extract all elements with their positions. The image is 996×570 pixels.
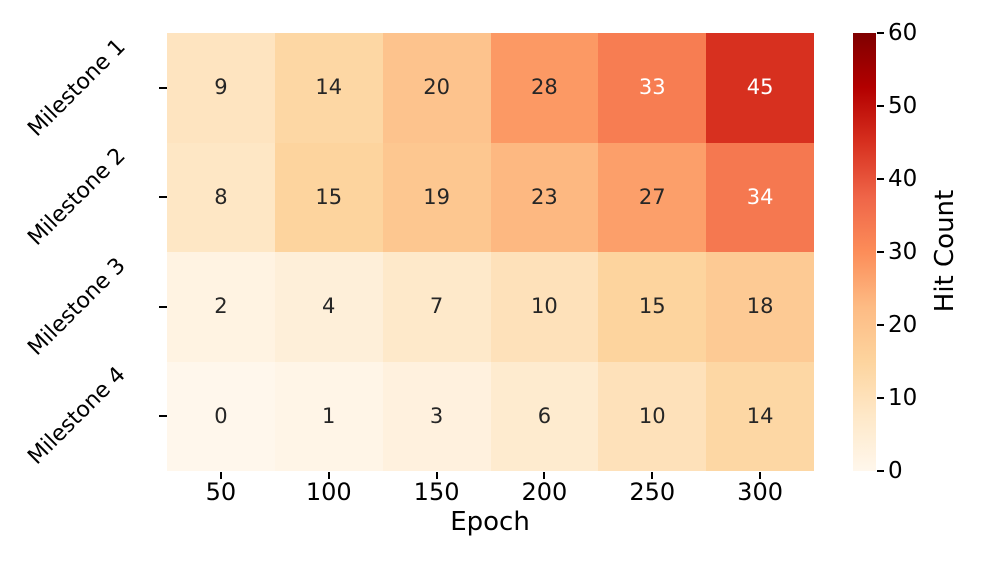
x-tick-label: 100 <box>305 478 352 506</box>
axis-tick-mark <box>877 105 884 107</box>
heatmap-cell: 8 <box>167 142 275 252</box>
axis-tick-mark <box>159 305 167 308</box>
axis-tick-mark <box>159 196 167 199</box>
cell-value: 15 <box>315 184 343 209</box>
colorbar-tick-label: 60 <box>888 20 918 46</box>
colorbar-tick-label: 50 <box>888 93 918 119</box>
axis-tick-mark <box>877 251 884 253</box>
heatmap-cell: 45 <box>706 33 814 143</box>
heatmap-cell: 27 <box>598 142 707 252</box>
cell-value: 7 <box>429 294 444 319</box>
heatmap-cell: 6 <box>490 361 599 471</box>
colorbar-tick-label: 10 <box>888 385 918 411</box>
axis-tick-mark <box>877 397 884 399</box>
axis-tick-mark <box>159 86 167 89</box>
axis-tick-mark <box>877 324 884 326</box>
cell-value: 45 <box>746 75 774 100</box>
axis-tick-mark <box>219 472 222 479</box>
axis-tick-mark <box>877 178 884 180</box>
y-tick-label: Milestone 3 <box>23 253 131 361</box>
axis-tick-mark <box>543 472 546 479</box>
colorbar-title: Hit Count <box>930 189 960 313</box>
cell-value: 14 <box>746 403 774 428</box>
cell-value: 10 <box>638 403 666 428</box>
axis-tick-mark <box>759 472 762 479</box>
cell-value: 18 <box>746 294 774 319</box>
heatmap-cell: 18 <box>706 252 814 362</box>
heatmap-cell: 15 <box>598 252 707 362</box>
cell-value: 8 <box>214 184 228 209</box>
cell-value: 0 <box>214 403 228 428</box>
heatmap-cell: 14 <box>706 361 814 471</box>
x-tick-label: 150 <box>413 478 460 506</box>
axis-tick-mark <box>877 470 884 472</box>
heatmap-cell: 7 <box>382 252 491 362</box>
heatmap-cell: 15 <box>274 142 383 252</box>
x-tick-label: 300 <box>737 478 783 506</box>
heatmap-cell: 4 <box>274 252 383 362</box>
x-tick-label: 50 <box>205 478 237 506</box>
cell-value: 9 <box>214 75 228 100</box>
heatmap-cell: 23 <box>490 142 599 252</box>
heatmap-cell: 20 <box>382 33 491 143</box>
cell-value: 14 <box>315 75 343 100</box>
cell-value: 3 <box>429 403 444 428</box>
axis-tick-mark <box>159 415 167 418</box>
cell-value: 15 <box>638 294 666 319</box>
cell-value: 20 <box>423 75 450 100</box>
cell-value: 23 <box>531 184 558 209</box>
heatmap-cell: 2 <box>167 252 275 362</box>
colorbar-tick-label: 0 <box>888 458 903 484</box>
x-tick-label: 200 <box>521 478 568 506</box>
axis-tick-mark <box>651 472 654 479</box>
cell-value: 2 <box>214 294 228 319</box>
heatmap-cell: 33 <box>598 33 707 143</box>
heatmap-cell: 3 <box>382 361 491 471</box>
x-axis-title: Epoch <box>450 507 530 537</box>
colorbar-tick-label: 20 <box>888 312 918 338</box>
y-tick-label: Milestone 2 <box>23 143 131 251</box>
heatmap-cell: 34 <box>706 142 814 252</box>
heatmap-cell: 28 <box>490 33 599 143</box>
colorbar-tick-label: 30 <box>888 239 918 265</box>
y-tick-label: Milestone 4 <box>23 362 131 470</box>
cell-value: 4 <box>322 294 336 319</box>
heatmap-cell: 1 <box>274 361 383 471</box>
axis-tick-mark <box>327 472 330 479</box>
cell-value: 33 <box>638 75 666 100</box>
y-tick-label: Milestone 1 <box>23 34 131 142</box>
cell-value: 6 <box>537 403 552 428</box>
heatmap-cell: 14 <box>274 33 383 143</box>
cell-value: 28 <box>531 75 558 100</box>
x-tick-label: 250 <box>629 478 676 506</box>
heatmap-cell: 9 <box>167 33 275 143</box>
cell-value: 34 <box>746 184 774 209</box>
axis-tick-mark <box>877 32 884 34</box>
colorbar <box>853 33 876 471</box>
heatmap-cell: 0 <box>167 361 275 471</box>
cell-value: 27 <box>638 184 666 209</box>
colorbar-tick-label: 40 <box>888 166 918 192</box>
axis-tick-mark <box>435 472 438 479</box>
cell-value: 1 <box>322 403 336 428</box>
heatmap-grid: 9 14 20 28 33 45 8 15 19 23 27 34 2 4 7 10 15 18 0 1 3 6 10 14 <box>167 33 814 471</box>
heatmap-cell: 19 <box>382 142 491 252</box>
heatmap-cell: 10 <box>598 361 707 471</box>
cell-value: 10 <box>531 294 558 319</box>
cell-value: 19 <box>423 184 450 209</box>
heatmap-cell: 10 <box>490 252 599 362</box>
